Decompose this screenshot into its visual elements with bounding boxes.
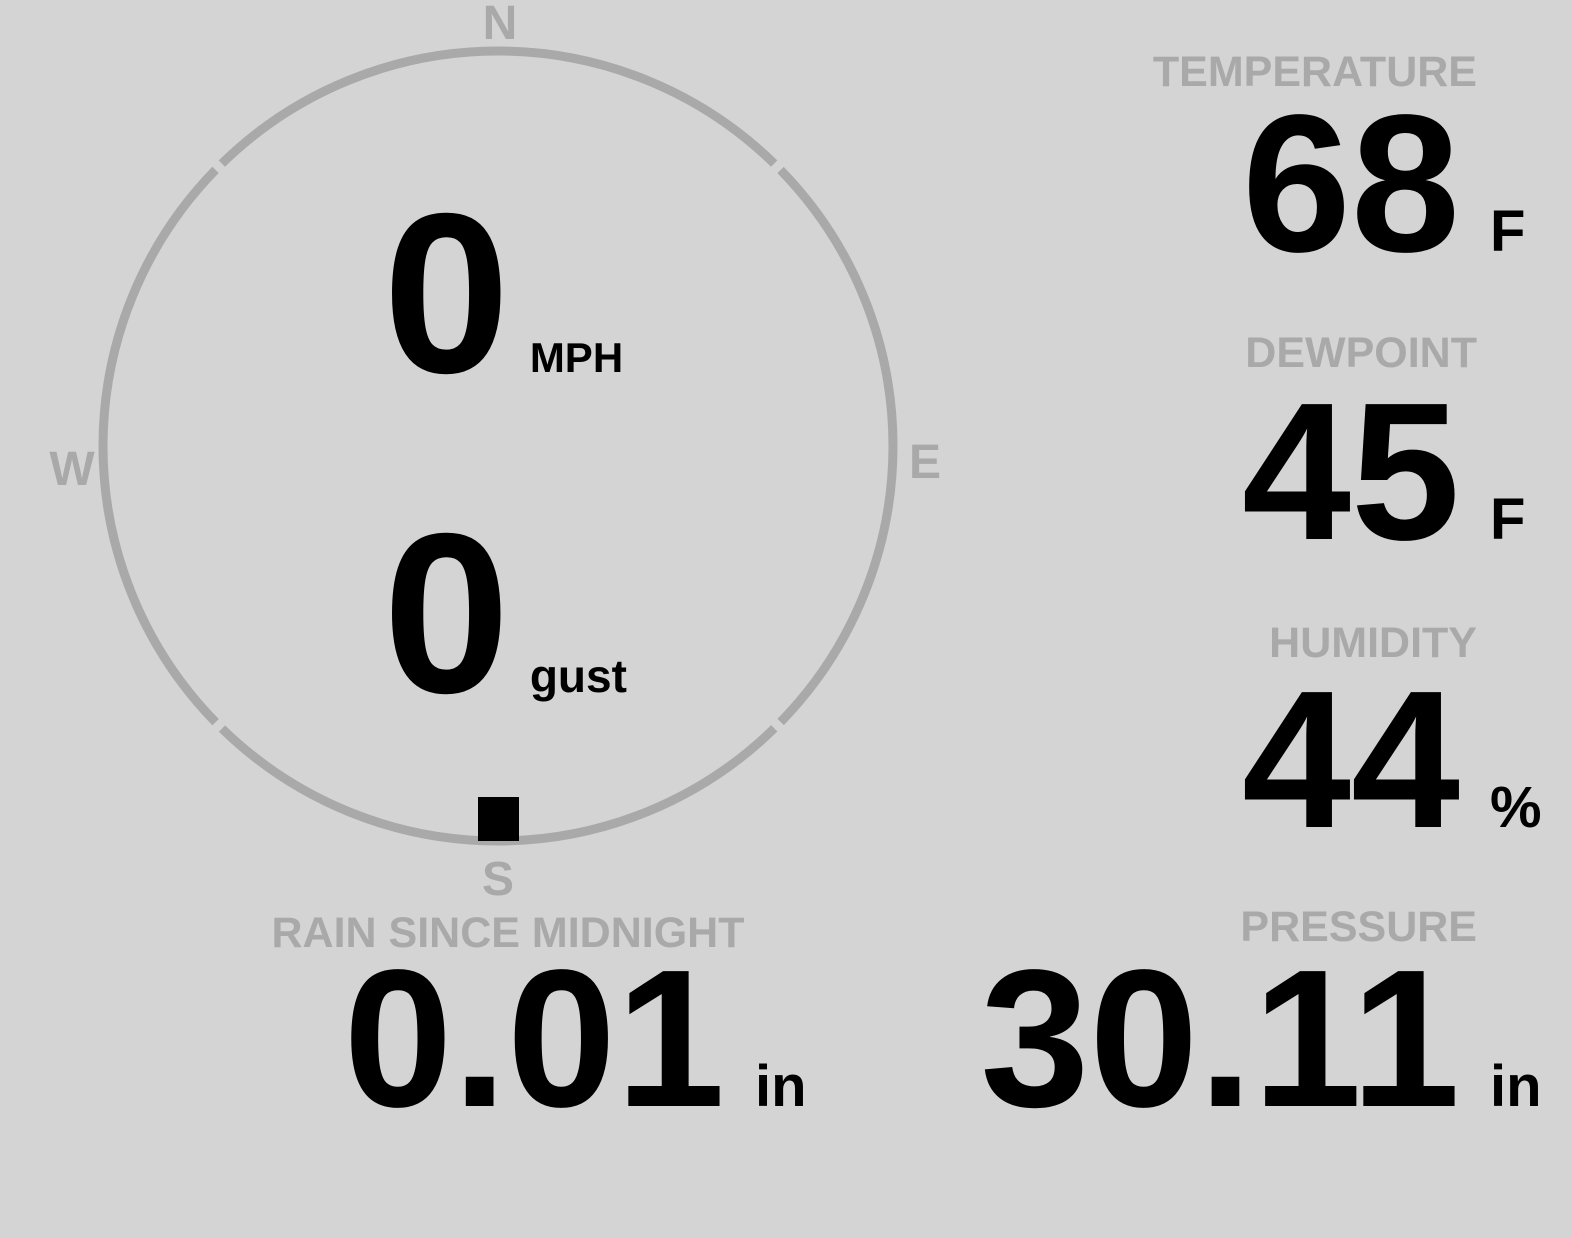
wind-speed-value: 0 xyxy=(383,167,510,421)
wind-speed-unit: MPH xyxy=(529,334,624,381)
humidity-reading: 44 % xyxy=(830,662,1560,858)
temperature-label: TEMPERATURE xyxy=(1152,48,1477,96)
pressure-value: 30.11 xyxy=(980,929,1460,1148)
compass-label-east: E xyxy=(908,436,942,489)
humidity-value: 44 xyxy=(1241,650,1460,869)
rain-value: 0.01 xyxy=(343,929,725,1148)
compass-label-north: N xyxy=(482,0,518,50)
wind-gust-value: 0 xyxy=(383,487,510,741)
dewpoint-label: DEWPOINT xyxy=(1245,329,1477,377)
wind-gust-unit: gust xyxy=(529,650,627,702)
rain-reading: 0.01 in xyxy=(60,941,825,1137)
compass-label-west: W xyxy=(49,443,95,496)
humidity-label: HUMIDITY xyxy=(1269,619,1477,667)
wind-speed: 0 MPH xyxy=(383,180,623,408)
dewpoint-value: 45 xyxy=(1241,362,1460,581)
pressure-reading: 30.11 in xyxy=(830,941,1560,1137)
wind-direction-marker xyxy=(478,797,519,841)
dewpoint-reading: 45 F xyxy=(830,374,1560,570)
pressure-label: PRESSURE xyxy=(1240,903,1477,951)
wind-gust: 0 gust xyxy=(383,500,627,728)
temperature-unit: F xyxy=(1490,199,1526,264)
compass-label-south: S xyxy=(481,853,515,906)
compass-circle xyxy=(98,46,898,846)
dewpoint-unit: F xyxy=(1490,487,1526,552)
pressure-unit: in xyxy=(1490,1054,1542,1119)
humidity-unit: % xyxy=(1490,775,1542,840)
temperature-value: 68 xyxy=(1241,74,1460,293)
rain-unit: in xyxy=(755,1054,807,1119)
rain-label: RAIN SINCE MIDNIGHT xyxy=(271,909,745,957)
temperature-reading: 68 F xyxy=(830,86,1560,282)
